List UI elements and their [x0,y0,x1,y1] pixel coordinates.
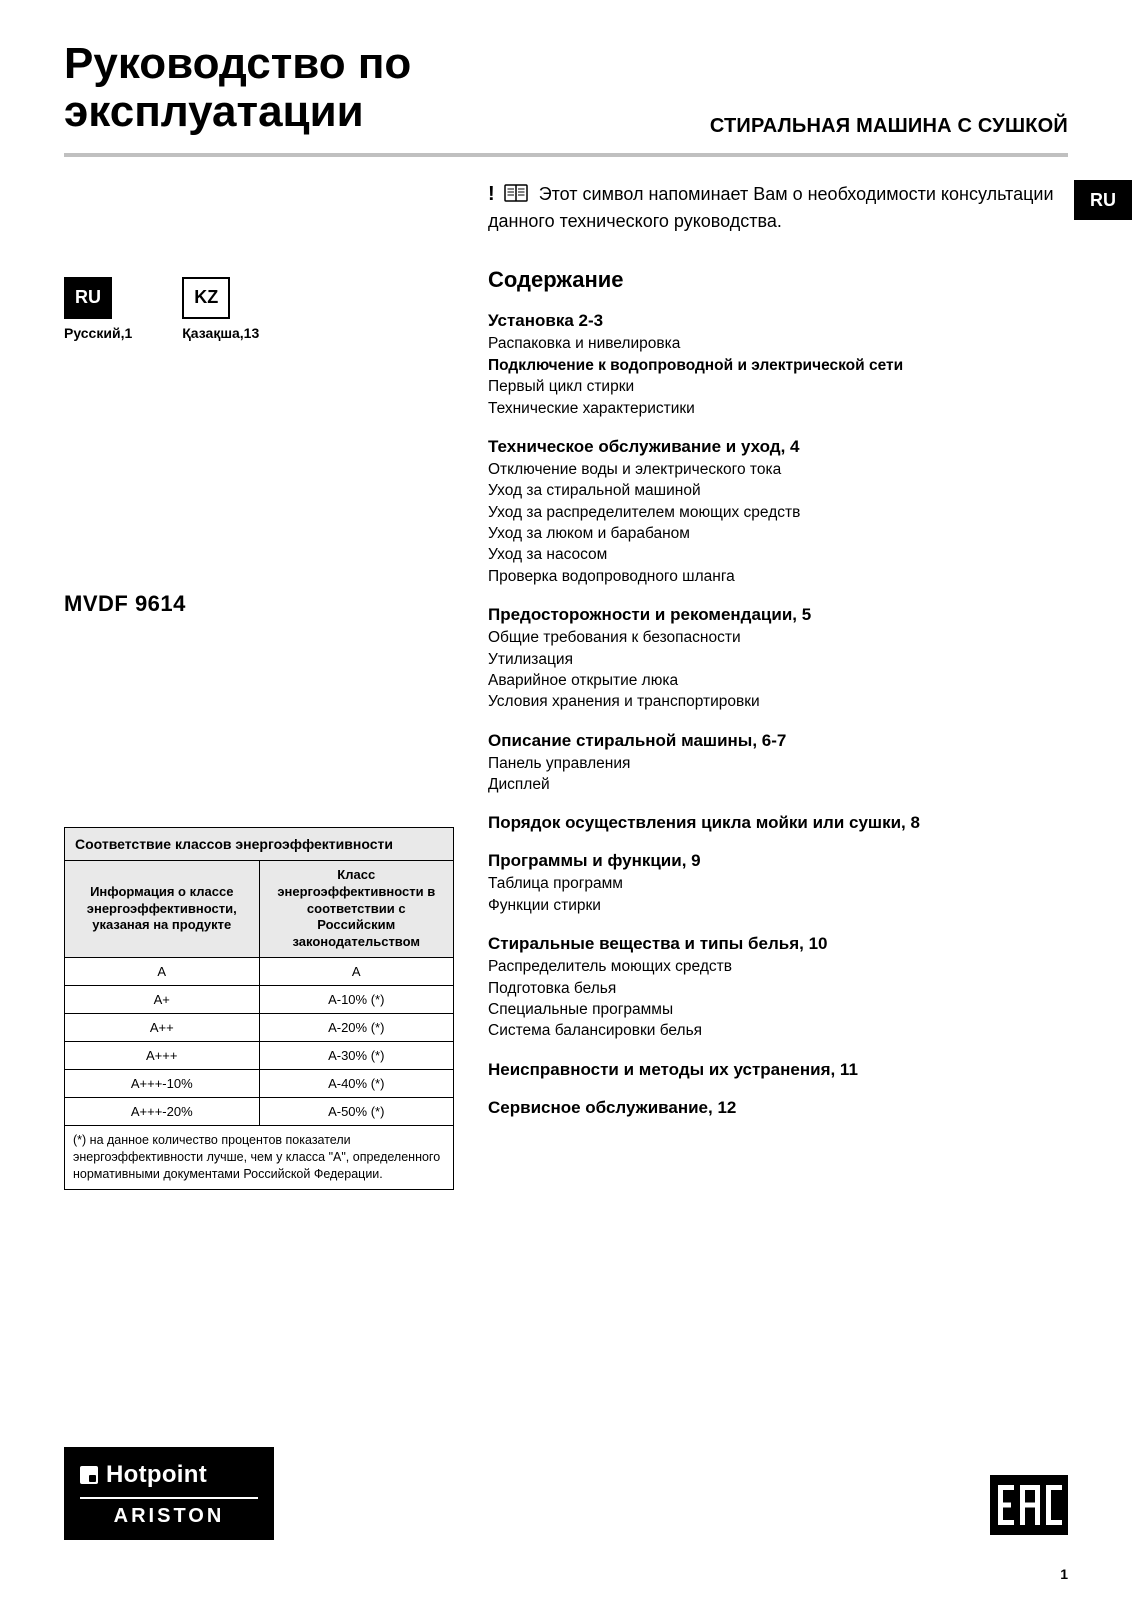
toc-item: Общие требования к безопасности [488,627,1068,648]
language-tab-code: RU [1090,190,1116,211]
etable-cell: A+ [65,986,260,1014]
etable-cell: A-50% (*) [259,1098,454,1126]
toc-section-head: Установка 2-3 [488,311,1068,331]
toc-item: Уход за насосом [488,544,1068,565]
toc-item: Технические характеристики [488,398,1068,419]
model-number: MVDF 9614 [64,591,454,617]
brand-logo: Hotpoint ARISTON [64,1447,274,1540]
language-ru: RU Русский,1 [64,277,132,341]
toc-section: Сервисное обслуживание, 12 [488,1098,1068,1118]
etable-cell: A+++-20% [65,1098,260,1126]
energy-table: Соответствие классов энергоэффективности… [64,827,454,1190]
toc-section-head: Предосторожности и рекомендации, 5 [488,605,1068,625]
toc-item: Таблица программ [488,873,1068,894]
toc-section: Техническое обслуживание и уход, 4Отключ… [488,437,1068,587]
toc-section: Порядок осуществления цикла мойки или су… [488,813,1068,833]
toc-item: Распределитель моющих средств [488,956,1068,977]
toc-item: Уход за стиральной машиной [488,480,1068,501]
etable-cell: A+++-10% [65,1070,260,1098]
language-ru-box: RU [64,277,112,319]
toc-item: Проверка водопроводного шланга [488,566,1068,587]
toc-item: Первый цикл стирки [488,376,1068,397]
etable-cell: A [65,958,260,986]
etable-cell: A+++ [65,1042,260,1070]
page-number: 1 [1060,1566,1068,1582]
toc-section: Описание стиральной машины, 6-7Панель уп… [488,731,1068,796]
language-ru-label: Русский,1 [64,325,132,341]
toc-item: Уход за распределителем моющих средств [488,502,1068,523]
toc-item: Подготовка белья [488,978,1068,999]
etable-col1: Информация о классе энергоэффективности,… [65,860,260,957]
toc-heading: Содержание [488,267,1068,293]
toc-section-head: Неисправности и методы их устранения, 11 [488,1060,1068,1080]
product-subtitle: СТИРАЛЬНАЯ МАШИНА С СУШКОЙ [710,115,1068,137]
header-divider [64,153,1068,157]
toc-section-head: Программы и функции, 9 [488,851,1068,871]
etable-cell: A [259,958,454,986]
language-kz: KZ Қазақша,13 [182,277,259,341]
toc-section: Программы и функции, 9Таблица программФу… [488,851,1068,916]
etable-title: Соответствие классов энергоэффективности [65,827,454,860]
toc: Установка 2-3Распаковка и нивелировкаПод… [488,311,1068,1117]
hotpoint-icon [80,1466,98,1484]
toc-item: Уход за люком и барабаном [488,523,1068,544]
toc-item: Аварийное открытие люка [488,670,1068,691]
brand-hotpoint: Hotpoint [106,1461,207,1489]
title-line2: эксплуатации [64,88,364,136]
toc-item: Условия хранения и транспортировки [488,691,1068,712]
toc-section-head: Описание стиральной машины, 6-7 [488,731,1068,751]
toc-item: Подключение к водопроводной и электричес… [488,355,1068,376]
toc-item: Распаковка и нивелировка [488,333,1068,354]
toc-section: Стиральные вещества и типы белья, 10Расп… [488,934,1068,1042]
book-icon [504,183,528,209]
eac-mark [990,1475,1068,1540]
etable-cell: A-40% (*) [259,1070,454,1098]
language-kz-box: KZ [182,277,230,319]
toc-section-head: Сервисное обслуживание, 12 [488,1098,1068,1118]
etable-cell: A-30% (*) [259,1042,454,1070]
toc-item: Утилизация [488,649,1068,670]
toc-section: Установка 2-3Распаковка и нивелировкаПод… [488,311,1068,419]
etable-cell: A-10% (*) [259,986,454,1014]
notice-bang: ! [488,183,495,205]
etable-col2: Класс энергоэффективности в соответствии… [259,860,454,957]
etable-cell: A++ [65,1014,260,1042]
toc-item: Дисплей [488,774,1068,795]
title-line1: Руководство по [64,39,411,88]
toc-section: Неисправности и методы их устранения, 11 [488,1060,1068,1080]
toc-item: Функции стирки [488,895,1068,916]
language-selector: RU Русский,1 KZ Қазақша,13 [64,277,454,341]
toc-section: Предосторожности и рекомендации, 5Общие … [488,605,1068,713]
notice-text: Этот символ напоминает Вам о необходимос… [488,184,1054,231]
etable-cell: A-20% (*) [259,1014,454,1042]
toc-item: Специальные программы [488,999,1068,1020]
toc-section-head: Техническое обслуживание и уход, 4 [488,437,1068,457]
page-title: Руководство по эксплуатации СТИРАЛЬНАЯ М… [64,40,1068,137]
etable-footnote: (*) на данное количество процентов показ… [65,1126,454,1190]
toc-item: Отключение воды и электрического тока [488,459,1068,480]
toc-section-head: Стиральные вещества и типы белья, 10 [488,934,1068,954]
toc-item: Панель управления [488,753,1068,774]
toc-section-head: Порядок осуществления цикла мойки или су… [488,813,1068,833]
language-tab: RU [1074,180,1132,220]
manual-notice: ! Этот символ напоминает Вам о необходим… [488,181,1068,234]
brand-ariston: ARISTON [80,1505,258,1528]
toc-item: Система балансировки белья [488,1020,1068,1041]
brand-divider [80,1497,258,1499]
language-kz-label: Қазақша,13 [182,325,259,341]
